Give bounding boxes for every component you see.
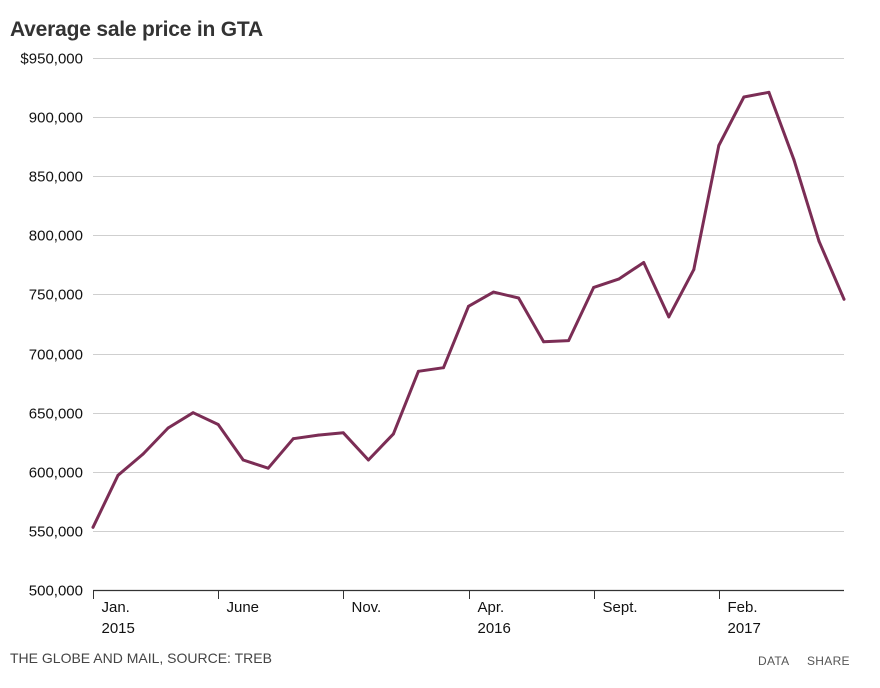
data-point [341, 431, 345, 435]
data-point [692, 268, 696, 271]
data-point [817, 239, 821, 243]
data-point [367, 458, 370, 462]
data-link[interactable]: DATA [758, 654, 790, 668]
x-tick-label: Jan. [102, 599, 130, 616]
data-point [767, 90, 771, 94]
x-tick-label: Nov. [352, 599, 382, 616]
data-point [592, 286, 596, 289]
data-point [442, 366, 445, 370]
data-point [316, 433, 320, 437]
data-point [166, 426, 170, 430]
x-tick-label: Feb. [728, 599, 758, 616]
x-tick-label: June [227, 599, 260, 616]
data-point [642, 261, 646, 264]
data-point [216, 423, 220, 426]
y-axis-labels: 500,000 550,000 600,000 650,000 700,000 750,0… [20, 51, 83, 600]
data-point [792, 158, 796, 162]
chart-title: Average sale price in GTA [10, 18, 263, 41]
data-point [492, 290, 495, 294]
x-tick-label: Sept. [603, 599, 638, 616]
series-layer [91, 90, 846, 529]
chart-plot: 500,000 550,000 600,000 650,000 700,000 750,0… [20, 51, 846, 637]
data-point [141, 452, 145, 456]
y-tick-label: $950,000 [20, 51, 83, 68]
data-point [467, 304, 470, 308]
gridlines [93, 58, 844, 592]
data-point [191, 411, 195, 415]
y-tick-label: 850,000 [29, 169, 83, 186]
y-tick-label: 550,000 [29, 524, 83, 541]
data-point [617, 277, 621, 281]
data-point [567, 339, 570, 342]
data-point [667, 315, 671, 319]
x-tick-label: Apr. [478, 599, 505, 616]
data-point [91, 525, 95, 529]
data-point [517, 296, 520, 300]
y-tick-label: 650,000 [29, 406, 83, 423]
data-point [842, 297, 846, 301]
data-point [291, 437, 295, 441]
share-link[interactable]: SHARE [807, 654, 850, 668]
source-credit: THE GLOBE AND MAIL, SOURCE: TREB [10, 650, 272, 666]
data-point [116, 473, 120, 477]
x-tick-year-label: 2017 [728, 620, 761, 637]
y-tick-label: 800,000 [29, 228, 83, 245]
x-axis [93, 590, 720, 599]
y-tick-label: 600,000 [29, 465, 83, 482]
series-line [91, 90, 846, 529]
y-tick-label: 500,000 [29, 583, 83, 600]
y-tick-label: 750,000 [29, 287, 83, 304]
data-point [417, 369, 420, 373]
data-point [241, 458, 245, 462]
x-tick-year-label: 2016 [478, 620, 511, 637]
data-point [266, 466, 270, 470]
data-point [742, 95, 746, 99]
y-tick-label: 700,000 [29, 347, 83, 364]
x-axis-labels: Jan. 2015 June Nov. Apr. 2016 Sept. Feb. 2017 [102, 599, 761, 637]
y-tick-label: 900,000 [29, 110, 83, 127]
x-tick-year-label: 2015 [102, 620, 135, 637]
data-point [392, 432, 395, 436]
data-point [717, 144, 721, 147]
data-point [542, 340, 545, 344]
